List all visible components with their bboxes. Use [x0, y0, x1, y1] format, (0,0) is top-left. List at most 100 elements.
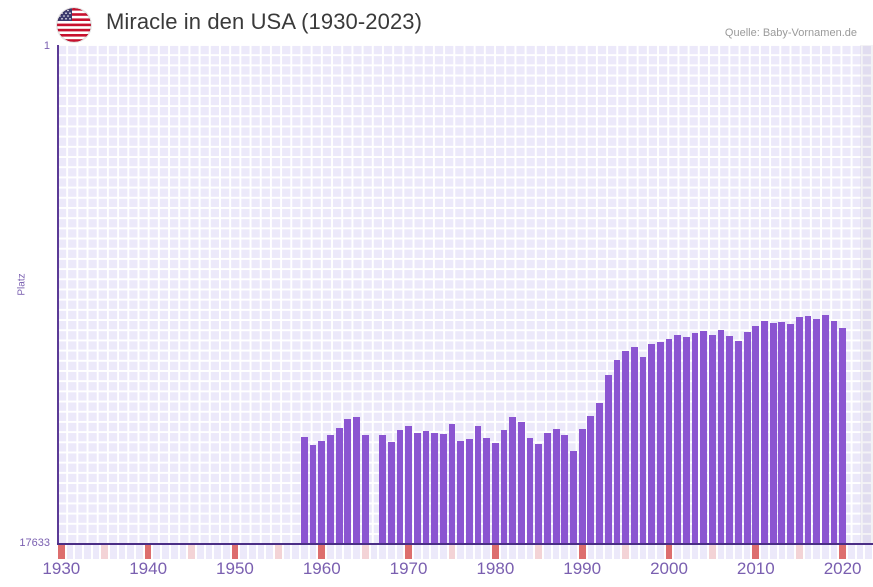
bar — [318, 441, 326, 543]
x-tick-mid — [275, 545, 282, 559]
x-tick-minor — [422, 545, 430, 559]
bar — [396, 430, 404, 543]
x-tick-minor — [179, 545, 187, 559]
bar — [526, 438, 534, 543]
bar — [552, 429, 560, 543]
x-tick-minor — [743, 545, 751, 559]
x-tick-minor — [561, 545, 569, 559]
x-tick-minor — [483, 545, 491, 559]
bar — [630, 347, 638, 543]
x-tick-minor — [205, 545, 213, 559]
x-axis-label: 1930 — [42, 559, 81, 578]
x-tick-major — [405, 545, 412, 559]
y-axis-line — [57, 45, 59, 544]
x-tick-mid — [101, 545, 109, 559]
x-tick-minor — [92, 545, 100, 559]
bar — [327, 435, 334, 543]
x-axis-line — [57, 543, 873, 545]
x-tick-minor — [266, 545, 273, 559]
bar — [474, 426, 482, 543]
bar — [301, 437, 308, 543]
x-tick-minor — [283, 545, 291, 559]
bar — [413, 433, 421, 543]
x-tick-minor — [769, 545, 777, 559]
x-tick-minor — [110, 545, 117, 559]
x-tick-major — [318, 545, 326, 559]
bar — [518, 422, 525, 543]
us-flag-icon — [57, 8, 91, 42]
x-tick-mid — [795, 545, 803, 559]
x-tick-minor — [118, 545, 126, 559]
y-axis-title: Platz — [16, 273, 28, 296]
x-tick-minor — [856, 545, 864, 559]
x-tick-minor — [804, 545, 812, 559]
x-axis-label: 2020 — [823, 559, 862, 578]
x-tick-minor — [292, 545, 300, 559]
x-axis-label: 1990 — [563, 559, 602, 578]
bar — [639, 357, 647, 543]
x-tick-minor — [596, 545, 603, 559]
x-tick-minor — [370, 545, 378, 559]
page-title: Miracle in den USA (1930-2023) — [106, 9, 423, 34]
x-tick-minor — [639, 545, 647, 559]
x-tick-minor — [396, 545, 404, 559]
x-tick-minor — [813, 545, 820, 559]
bar — [535, 444, 543, 543]
x-axis-label: 1950 — [216, 559, 254, 578]
x-tick-minor — [717, 545, 725, 559]
bar — [309, 445, 317, 543]
bar — [465, 439, 473, 543]
x-tick-minor — [648, 545, 655, 559]
bar — [596, 403, 603, 543]
bar — [674, 335, 682, 543]
x-tick-minor — [613, 545, 621, 559]
x-tick-minor — [75, 545, 83, 559]
bar — [778, 322, 786, 543]
x-tick-major — [752, 545, 760, 559]
y-axis-tick-top: 1 — [43, 40, 50, 52]
x-tick-minor — [66, 545, 74, 559]
x-tick-mid — [448, 545, 456, 559]
bar — [431, 433, 438, 543]
x-tick-minor — [700, 545, 708, 559]
x-tick-major — [231, 545, 239, 559]
x-tick-minor — [309, 545, 317, 559]
x-tick-minor — [778, 545, 786, 559]
x-tick-major — [665, 545, 673, 559]
x-tick-minor — [170, 545, 178, 559]
x-tick-mid — [361, 545, 369, 559]
bar — [709, 335, 716, 543]
x-tick-minor — [656, 545, 664, 559]
bar — [379, 435, 386, 543]
x-axis-label: 2000 — [650, 559, 688, 578]
bar — [726, 336, 734, 543]
bar — [578, 429, 586, 543]
x-tick-minor — [674, 545, 681, 559]
x-tick-mid — [622, 545, 629, 559]
x-tick-major — [839, 545, 846, 559]
x-tick-minor — [222, 545, 230, 559]
source-label: Quelle: Baby-Vornamen.de — [724, 27, 857, 39]
bar — [544, 433, 551, 543]
bar — [787, 324, 794, 543]
x-tick-minor — [821, 545, 829, 559]
x-tick-major — [58, 545, 65, 559]
x-tick-minor — [683, 545, 690, 559]
bar — [717, 330, 725, 543]
x-tick-minor — [570, 545, 577, 559]
x-tick-minor — [196, 545, 204, 559]
x-tick-minor — [630, 545, 638, 559]
x-tick-minor — [691, 545, 699, 559]
bar — [665, 339, 673, 543]
x-tick-minor — [153, 545, 161, 559]
x-tick-minor — [162, 545, 169, 559]
bar — [587, 416, 595, 543]
x-tick-minor — [327, 545, 334, 559]
x-tick-minor — [248, 545, 256, 559]
bar — [691, 333, 699, 543]
bar — [335, 428, 343, 543]
x-tick-minor — [136, 545, 143, 559]
bar — [735, 341, 742, 543]
x-tick-major — [144, 545, 152, 559]
bar — [509, 417, 517, 543]
